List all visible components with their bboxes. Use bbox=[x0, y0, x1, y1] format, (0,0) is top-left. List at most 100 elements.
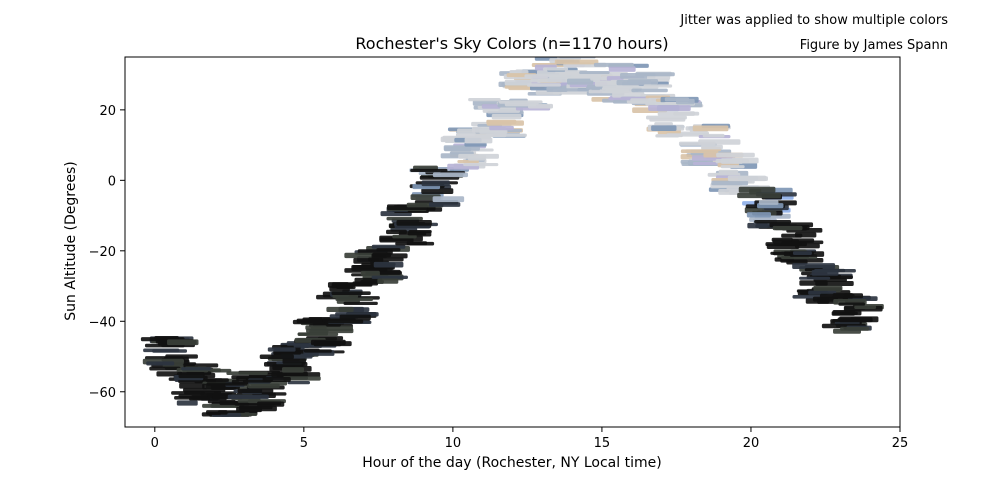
sky-color-mark bbox=[716, 152, 755, 158]
sky-color-mark bbox=[267, 347, 296, 352]
sky-color-mark bbox=[527, 103, 554, 109]
sky-color-mark bbox=[464, 142, 487, 147]
sky-color-mark bbox=[698, 139, 741, 145]
x-axis-label: Hour of the day (Rochester, NY Local tim… bbox=[362, 455, 661, 471]
sky-color-mark bbox=[854, 305, 877, 310]
sky-color-mark bbox=[498, 100, 543, 104]
sky-color-mark bbox=[664, 97, 690, 102]
sky-color-mark bbox=[262, 377, 291, 382]
sky-color-mark bbox=[772, 225, 803, 231]
sky-color-mark bbox=[758, 200, 779, 205]
sky-color-mark bbox=[181, 367, 211, 371]
sky-color-mark bbox=[692, 125, 729, 132]
y-tick-label: −40 bbox=[89, 315, 116, 330]
sky-color-mark bbox=[396, 220, 432, 226]
sky-color-mark bbox=[554, 59, 599, 65]
sky-color-mark bbox=[839, 311, 858, 315]
sky-color-mark bbox=[643, 84, 673, 88]
sky-color-mark bbox=[765, 242, 807, 247]
sky-color-mark bbox=[479, 129, 508, 134]
sky-color-mark bbox=[386, 229, 407, 235]
sky-color-mark bbox=[720, 165, 745, 169]
sky-color-mark bbox=[428, 202, 461, 207]
y-tick-label: −60 bbox=[89, 386, 116, 401]
sky-color-mark bbox=[303, 319, 325, 323]
sky-color-mark bbox=[553, 54, 596, 57]
x-tick-label: 5 bbox=[300, 436, 308, 451]
sky-color-mark bbox=[297, 332, 329, 336]
sky-color-mark bbox=[371, 244, 406, 249]
sky-color-mark bbox=[811, 269, 839, 276]
sky-color-mark bbox=[593, 62, 634, 67]
sky-color-mark bbox=[305, 325, 327, 330]
sky-color-mark bbox=[421, 180, 450, 187]
plot-marks bbox=[140, 54, 884, 417]
sky-color-mark bbox=[542, 67, 569, 71]
sky-color-mark bbox=[432, 172, 469, 178]
sky-color-mark bbox=[282, 358, 306, 364]
sky-color-mark bbox=[485, 133, 527, 137]
sky-color-mark bbox=[608, 66, 636, 72]
sky-color-mark bbox=[457, 160, 479, 164]
sky-color-mark bbox=[468, 97, 501, 102]
sky-color-mark bbox=[259, 354, 294, 359]
hour-group-23 bbox=[821, 293, 884, 334]
sky-color-mark bbox=[386, 216, 423, 221]
sky-color-mark bbox=[376, 248, 401, 252]
sky-color-mark bbox=[432, 196, 465, 203]
sky-color-mark bbox=[720, 158, 743, 164]
sky-color-mark bbox=[313, 340, 342, 347]
sky-color-mark bbox=[303, 349, 332, 353]
sky-color-mark bbox=[324, 319, 364, 324]
hour-group-5 bbox=[286, 316, 354, 356]
sky-color-mark bbox=[815, 281, 854, 287]
sky-color-mark bbox=[635, 72, 675, 77]
sky-color-mark bbox=[371, 275, 408, 279]
sky-color-mark bbox=[392, 234, 417, 239]
sky-color-mark bbox=[579, 71, 610, 75]
sky-color-mark bbox=[205, 378, 229, 383]
sky-color-mark bbox=[792, 251, 812, 255]
sky-color-mark bbox=[227, 394, 269, 399]
sky-color-mark bbox=[526, 83, 561, 87]
sky-color-mark bbox=[226, 371, 268, 376]
sky-color-mark bbox=[781, 233, 803, 238]
sky-color-mark bbox=[352, 281, 379, 286]
sky-color-mark bbox=[379, 269, 401, 275]
sky-color-mark bbox=[257, 401, 285, 407]
x-tick-label: 0 bbox=[151, 436, 159, 451]
sky-color-mark bbox=[343, 301, 378, 306]
sky-color-mark bbox=[840, 326, 870, 331]
sky-color-mark bbox=[174, 395, 211, 400]
sky-color-mark bbox=[813, 285, 843, 291]
hour-group-2 bbox=[201, 378, 258, 417]
hour-group-8 bbox=[379, 204, 443, 246]
sky-color-mark bbox=[339, 314, 371, 321]
sky-color-mark bbox=[332, 294, 359, 299]
sky-color-mark bbox=[651, 125, 677, 132]
sky-color-mark bbox=[179, 382, 205, 389]
hour-group-17 bbox=[645, 96, 710, 138]
sky-color-mark bbox=[149, 366, 181, 371]
sky-color-mark bbox=[154, 336, 179, 340]
sky-color-mark bbox=[559, 57, 596, 59]
sky-color-mark bbox=[379, 237, 414, 243]
plot-frame bbox=[124, 56, 901, 428]
chart-title: Rochester's Sky Colors (n=1170 hours) bbox=[355, 34, 668, 53]
x-tick-label: 20 bbox=[743, 436, 760, 451]
x-tick-label: 25 bbox=[892, 436, 909, 451]
sky-color-mark bbox=[792, 263, 836, 270]
sky-color-mark bbox=[627, 79, 659, 85]
sky-color-mark bbox=[843, 293, 864, 299]
hour-group-0 bbox=[140, 336, 199, 377]
sky-color-mark bbox=[247, 383, 280, 389]
hour-group-20 bbox=[737, 186, 798, 229]
sky-color-mark bbox=[287, 381, 311, 385]
sky-color-mark bbox=[746, 212, 771, 218]
y-tick-label: 20 bbox=[99, 104, 116, 119]
sky-color-mark bbox=[649, 117, 686, 122]
sky-color-mark bbox=[799, 276, 831, 280]
sky-color-mark bbox=[491, 113, 522, 120]
